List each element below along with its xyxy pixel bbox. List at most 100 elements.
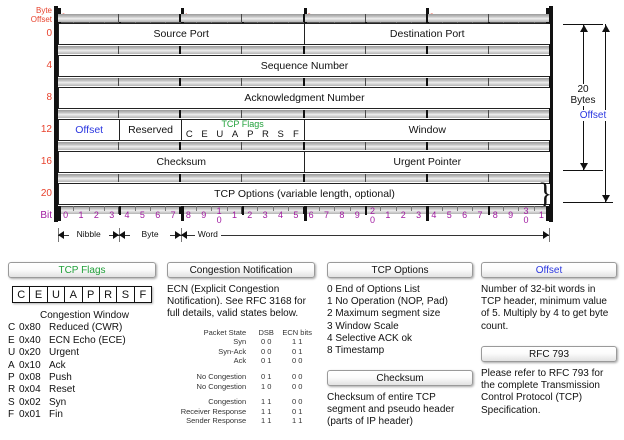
ecn-state: Syn-Ack [218,346,247,356]
ecn-dsb: 0 1 [261,371,272,381]
ecn-state-table: Packet State DSB ECN bits Syn 0 0 1 1 Syn-Ack 0… [167,328,315,426]
byte-offset-20: 20 [40,188,52,199]
bit-ruler-number: 4 [431,210,437,220]
tcp-flag-key: C [8,322,16,334]
ecn-row: Syn 0 0 1 1 [167,337,315,347]
panel-checksum-title: Checksum [327,370,473,386]
ecn-row: Sender Response 1 1 1 1 [167,416,315,426]
measure-arrow-left [180,231,187,239]
ecn-bits: 0 1 [291,406,303,416]
bit-ruler-tick [288,206,290,211]
ecn-row: No Congestion 0 1 0 0 [167,372,315,382]
bit-ruler-number: 7 [170,210,176,220]
panel-congestion-title: Congestion Notification [167,262,315,278]
bit-ruler-tick [441,206,443,211]
tcp-flag-key: A [8,359,15,371]
bit-ruler-number: 3 [109,210,115,220]
bit-ruler-tick [456,206,458,211]
ecn-header-state: Packet State [203,327,247,337]
tcp-flags-inline-title: TCP Flags [221,119,264,129]
tcp-flags-list: Congestion Window C 0x80 Reduced (CWR) E 0x40… [8,310,156,422]
byte-offset-4: 4 [46,60,52,71]
measure-label: Word [194,229,221,240]
tcp-flag-box-letter: S [117,287,135,302]
ecn-dsb: 0 1 [261,356,272,366]
bit-ruler-tick [487,206,490,215]
row-separator [58,142,549,150]
panel-checksum-body: Checksum of entire TCP segment and pseud… [327,392,455,428]
tcp-flag-box-letter: P [83,287,100,302]
tcp-flag-box-letter: A [65,287,83,302]
tcp-flag-letter: C [185,128,193,140]
tcp-flag-row: C 0x80 Reduced (CWR) [8,322,156,334]
bit-ruler-number: 8 [185,210,191,220]
tcp-flag-desc: ECN Echo (ECE) [49,334,126,346]
ecn-state: No Congestion [196,381,247,391]
bit-ruler-tick [410,206,412,211]
bit-ruler-tick [472,206,474,211]
ecn-bits: 0 0 [291,371,303,381]
bit-ruler-tick [502,206,504,211]
measure-line [180,235,549,236]
panel-offset: Offset Number of 32-bit words in TCP hea… [481,262,617,333]
bracket-arrow-up-20bytes [580,25,588,32]
header-field-row: Checksum Urgent Pointer [58,151,550,173]
bit-ruler-number: 2 [93,210,99,220]
measure-arrow-right [543,231,549,239]
tcp-flag-hex: 0x80 [19,322,41,334]
bit-ruler-number: 5 [139,210,145,220]
tcp-option-item: 0 End of Options List [327,284,420,295]
bit-ruler-tick [546,206,549,221]
panel-checksum: Checksum Checksum of entire TCP segment … [327,370,473,429]
header-field-source-port: Source Port [59,24,305,44]
tcp-option-item: 3 Window Scale [327,320,399,332]
header-field-row: Acknowledgment Number [58,87,550,109]
ecn-dsb: 1 1 [261,416,272,426]
bracket-label-bytes: Bytes [564,95,602,106]
header-field-row: TCP Options (variable length, optional) [58,183,550,205]
ecn-dsb: 1 1 [261,397,272,407]
tcp-flag-letter: R [262,128,269,140]
bit-ruler-number: 6 [155,210,161,220]
bracket-arrow-down-20bytes [580,163,588,170]
tcp-flag-box-letter: R [100,287,118,302]
ecn-state: Ack [233,356,247,366]
bit-ruler-number: 3 [262,210,268,220]
header-field-sequence-number: Sequence Number [59,56,550,76]
tcp-flag-key: E [8,334,15,346]
bit-ruler-number: 1 [385,210,391,220]
tcp-flag-letter: U [216,128,224,140]
tcp-flag-letter: S [277,128,284,140]
bit-ruler-number: 1 [538,210,544,220]
tcp-flag-hex: 0x20 [19,347,41,359]
panel-congestion-notification: Congestion Notification ECN (Explicit Co… [167,262,315,426]
byte-offset-12: 12 [40,124,52,135]
ecn-header-row: Packet State DSB ECN bits [167,328,315,338]
panel-tcp-options: TCP Options 0 End of Options List 1 No Op… [327,262,473,357]
tcp-flag-row: P 0x08 Push [8,372,156,384]
ecn-header-ecn: ECN bits [282,327,312,337]
header-field-tcp-flags: TCP Flags C E U A P R S F [181,119,305,140]
measure-arrow-right [113,231,120,239]
tcp-flag-desc: Ack [49,359,66,371]
header-field-row: Offset Reserved TCP Flags C E U A P R S F Window [58,119,550,141]
bit-ruler-number: 2 [247,210,253,220]
ecn-row: No Congestion 1 0 0 0 [167,382,315,392]
ecn-state: Sender Response [186,416,247,426]
bit-ruler-number: 9 [354,210,360,220]
measure-arrow-left [119,231,126,239]
bit-ruler-number: 0 [63,210,69,220]
panel-tcp-options-title: TCP Options [327,262,473,278]
tcp-flag-key: F [8,409,15,421]
measure-label: Nibble [68,229,109,240]
ecn-dsb: 1 1 [261,406,272,416]
bit-ruler-number: 6 [462,210,468,220]
bit-ruler-tick [58,206,61,221]
tcp-flag-desc: Reduced (CWR) [49,322,123,334]
header-field-tcp-options-variable-length-optional: TCP Options (variable length, optional) [59,184,550,204]
